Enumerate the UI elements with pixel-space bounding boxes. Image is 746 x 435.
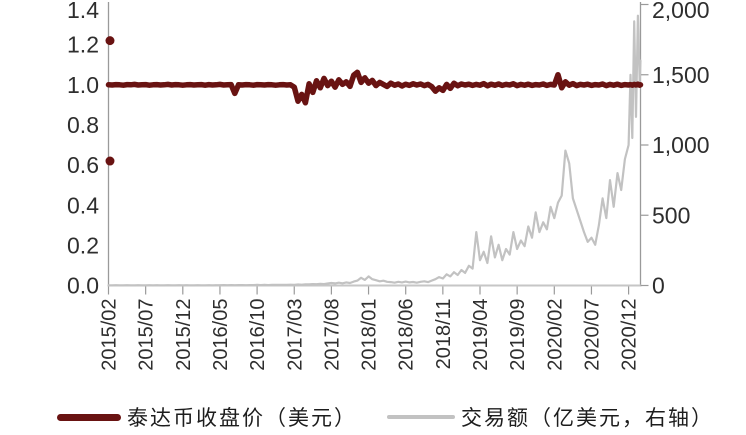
x-tick-label: 2017/08 [321, 299, 343, 371]
legend-label-volume: 交易额（亿美元，右轴） [461, 406, 714, 430]
left-axis-label: 0.8 [67, 112, 99, 138]
volume-line [107, 14, 642, 287]
legend-item-price: 泰达币收盘价（美元） [57, 402, 357, 432]
x-tick-label: 2017/03 [284, 299, 306, 371]
x-tick-label: 2015/07 [136, 299, 158, 371]
left-axis-label: 0.4 [67, 192, 99, 218]
price-outlier-dot [105, 36, 115, 46]
x-tick-label: 2016/10 [247, 299, 269, 371]
x-tick-label: 2019/09 [507, 299, 529, 371]
legend: 泰达币收盘价（美元） 交易额（亿美元，右轴） [0, 401, 746, 433]
right-axis-label: 0 [652, 273, 665, 299]
legend-label-price: 泰达币收盘价（美元） [127, 406, 357, 430]
x-tick-label: 2020/12 [619, 299, 641, 371]
volume-line-swatch [387, 415, 455, 419]
price-line-swatch [57, 413, 121, 421]
left-axis-label: 1.2 [67, 32, 99, 58]
right-axis-label: 1,000 [652, 132, 710, 158]
right-axis-label: 1,500 [652, 62, 710, 88]
left-axis-label: 1.4 [67, 0, 99, 23]
legend-item-volume: 交易额（亿美元，右轴） [387, 402, 714, 432]
chart-plot-area: 2015/02 2015/07 2015/12 2016/05 2016/10 2017/… [67, 0, 710, 371]
x-tick-label: 2015/02 [99, 299, 121, 371]
right-axis-label: 500 [652, 202, 690, 228]
left-axis-label: 1.0 [67, 72, 99, 98]
x-tick-label: 2020/07 [581, 299, 603, 371]
x-tick-label: 2018/01 [359, 299, 381, 371]
x-tick-label: 2019/04 [470, 299, 492, 371]
x-tick-label: 2018/06 [396, 299, 418, 371]
x-tick-label: 2018/11 [433, 298, 455, 369]
x-tick-label: 2020/02 [544, 299, 566, 371]
price-outlier-dot [105, 156, 115, 166]
left-axis-label: 0.2 [67, 232, 99, 258]
left-axis-label: 0.0 [67, 273, 99, 299]
x-tick-label: 2015/12 [173, 299, 195, 371]
x-tick-label: 2016/05 [210, 299, 232, 371]
left-axis-label: 0.6 [67, 152, 99, 178]
right-axis-label: 2,000 [652, 0, 710, 23]
price-line [105, 69, 644, 106]
